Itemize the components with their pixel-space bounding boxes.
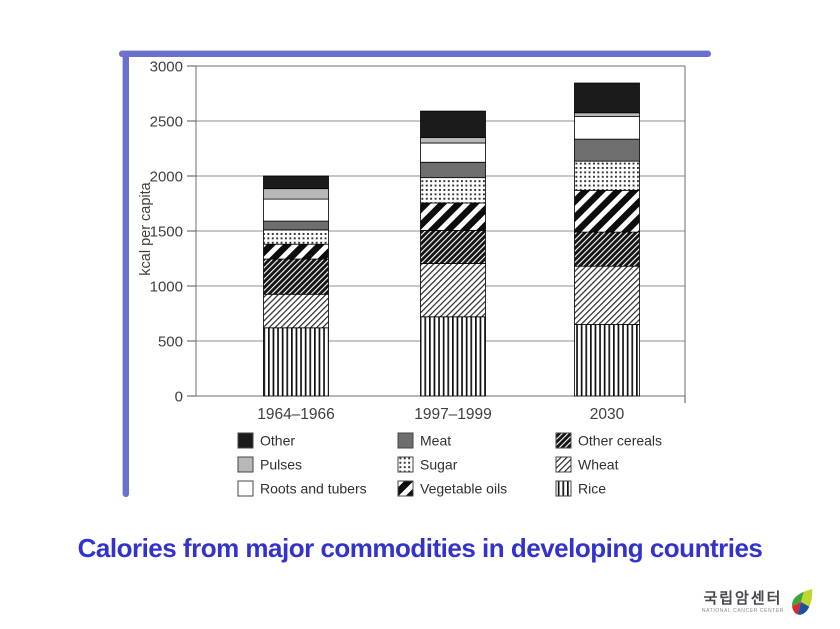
bar-segment bbox=[574, 324, 640, 397]
bar-segment bbox=[263, 327, 329, 397]
bar-segment bbox=[263, 243, 329, 260]
bar-1997–1999 bbox=[420, 110, 486, 397]
bar-segment bbox=[263, 198, 329, 222]
legend-label: Other bbox=[260, 433, 295, 449]
logo-text: 국립암센터 NATIONAL CANCER CENTER bbox=[702, 591, 784, 614]
frame-left-bar bbox=[123, 51, 129, 497]
logo-korean-name: 국립암센터 bbox=[703, 589, 783, 607]
bar-segment bbox=[574, 116, 640, 140]
bar-segment bbox=[574, 189, 640, 233]
chart-canvas: 1964–1966 1997–1999 2030 0 500 1000 1500 2000 2… bbox=[138, 59, 686, 497]
bar-segment bbox=[574, 160, 640, 191]
bar-segment bbox=[263, 175, 329, 190]
legend-label: Meat bbox=[420, 433, 451, 449]
bar-segment bbox=[420, 316, 486, 397]
legend-label: Rice bbox=[578, 481, 606, 497]
bar-segment bbox=[420, 177, 486, 204]
legend-label: Wheat bbox=[578, 457, 619, 473]
bar-segment bbox=[574, 82, 640, 114]
x-tick-label: 1964–1966 bbox=[257, 406, 335, 423]
legend-swatch-icon bbox=[555, 480, 572, 497]
slide-title: Calories from major commodities in devel… bbox=[77, 533, 763, 563]
bar-segment bbox=[420, 202, 486, 231]
legend-swatch-icon bbox=[237, 432, 254, 449]
legend-swatch-icon bbox=[397, 480, 414, 497]
legend-item: Vegetable oils bbox=[397, 480, 507, 497]
legend-swatch-icon bbox=[237, 456, 254, 473]
bar-segment bbox=[263, 229, 329, 245]
legend-swatch-icon bbox=[555, 456, 572, 473]
logo-english-name: NATIONAL CANCER CENTER bbox=[701, 607, 784, 614]
national-cancer-center-logo: 국립암센터 NATIONAL CANCER CENTER bbox=[702, 587, 814, 617]
legend-label: Other cereals bbox=[578, 433, 662, 449]
stacked-bar-chart: 1964–1966 1997–1999 2030 0 500 1000 1500 2000 2… bbox=[130, 56, 700, 506]
y-tick-label: 500 bbox=[158, 334, 183, 351]
bar-segment bbox=[263, 258, 329, 295]
bars bbox=[263, 82, 640, 397]
legend-swatch-icon bbox=[237, 480, 254, 497]
bar-segment bbox=[263, 293, 329, 329]
legend-label: Pulses bbox=[260, 457, 302, 473]
y-tick-label: 1500 bbox=[150, 224, 183, 241]
x-tick-label: 2030 bbox=[590, 406, 625, 423]
bar-segment bbox=[420, 263, 486, 318]
bar-segment bbox=[574, 231, 640, 267]
bar-segment bbox=[574, 138, 640, 162]
x-axis-labels: 1964–1966 1997–1999 2030 bbox=[257, 406, 624, 423]
chart-legend: Other Meat Other cereals Pulses Sugar Wheat Ro… bbox=[237, 432, 662, 497]
bar-1964–1966 bbox=[263, 175, 329, 397]
bar-segment bbox=[574, 265, 640, 325]
bar-segment bbox=[420, 142, 486, 163]
legend-item: Other cereals bbox=[555, 432, 662, 449]
y-axis-title: kcal per capita bbox=[138, 181, 154, 275]
bar-2030 bbox=[574, 82, 640, 397]
legend-item: Roots and tubers bbox=[237, 480, 367, 497]
y-tick-label: 0 bbox=[175, 389, 183, 406]
legend-item: Other bbox=[237, 432, 295, 449]
y-tick-label: 2500 bbox=[150, 114, 183, 131]
legend-item: Sugar bbox=[397, 456, 458, 473]
legend-swatch-icon bbox=[555, 432, 572, 449]
legend-label: Sugar bbox=[420, 457, 458, 473]
bar-segment bbox=[420, 137, 486, 144]
bar-segment bbox=[263, 220, 329, 231]
legend-label: Roots and tubers bbox=[260, 481, 367, 497]
legend-item: Wheat bbox=[555, 456, 619, 473]
legend-swatch-icon bbox=[397, 432, 414, 449]
legend-swatch-icon bbox=[397, 456, 414, 473]
logo-leaf-icon bbox=[792, 589, 813, 615]
x-tick-label: 1997–1999 bbox=[414, 406, 492, 423]
y-axis-labels: 0 500 1000 1500 2000 2500 3000 bbox=[150, 59, 183, 406]
bar-segment bbox=[263, 188, 329, 200]
legend-item: Pulses bbox=[237, 456, 302, 473]
legend-item: Meat bbox=[397, 432, 451, 449]
y-tick-label: 3000 bbox=[150, 59, 183, 76]
bar-segment bbox=[420, 230, 486, 264]
legend-label: Vegetable oils bbox=[420, 481, 507, 497]
legend-item: Rice bbox=[555, 480, 606, 497]
bar-segment bbox=[420, 161, 486, 179]
y-tick-label: 2000 bbox=[150, 169, 183, 186]
y-tick-label: 1000 bbox=[150, 279, 183, 296]
bar-segment bbox=[574, 112, 640, 117]
bar-segment bbox=[420, 110, 486, 138]
frame-top-bar bbox=[119, 51, 711, 57]
